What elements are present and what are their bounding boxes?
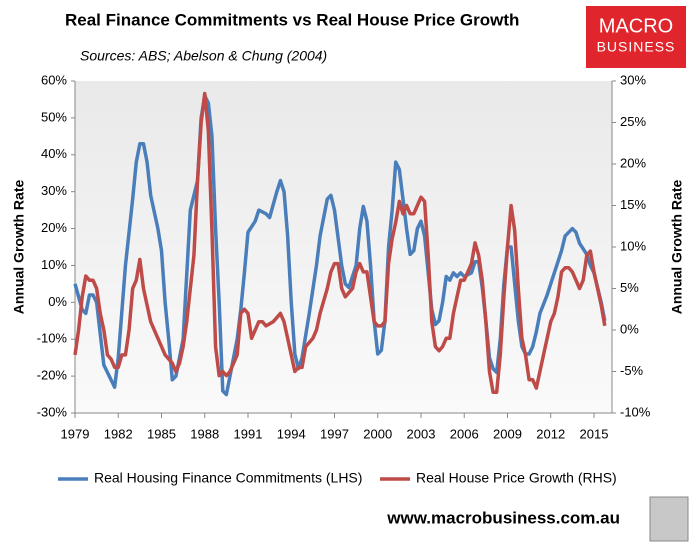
- y2-tick-label: 0%: [620, 321, 639, 336]
- x-tick-label: 2015: [580, 426, 609, 441]
- y-tick-label: -30%: [37, 404, 68, 419]
- y2-tick-label: 10%: [620, 238, 646, 253]
- y-tick-label: 40%: [41, 146, 67, 161]
- y2-axis-title: Annual Growth Rate: [669, 180, 685, 315]
- logo-icon: [649, 496, 689, 542]
- y2-tick-label: -10%: [620, 404, 651, 419]
- logo-box: [586, 6, 686, 68]
- plot-area: [75, 81, 612, 413]
- x-tick-label: 1994: [277, 426, 306, 441]
- y-tick-label: 50%: [41, 109, 67, 124]
- footer-url: www.macrobusiness.com.au: [386, 508, 620, 527]
- x-tick-label: 1979: [61, 426, 90, 441]
- legend-label: Real Housing Finance Commitments (LHS): [94, 470, 362, 486]
- x-tick-label: 2000: [363, 426, 392, 441]
- x-tick-label: 2003: [407, 426, 436, 441]
- y2-tick-label: 20%: [620, 155, 646, 170]
- x-tick-label: 1991: [234, 426, 263, 441]
- y-tick-label: 20%: [41, 220, 67, 235]
- series-line: [73, 91, 607, 394]
- y-tick-label: 10%: [41, 257, 67, 272]
- y-tick-label: -20%: [37, 368, 68, 383]
- y-axis-title: Annual Growth Rate: [11, 180, 27, 315]
- y-tick-label: 60%: [41, 72, 67, 87]
- y2-tick-label: 5%: [620, 280, 639, 295]
- chart-subtitle: Sources: ABS; Abelson & Chung (2004): [80, 48, 327, 64]
- x-tick-label: 1982: [104, 426, 133, 441]
- logo-text: MACRO: [599, 15, 673, 37]
- x-tick-label: 2012: [536, 426, 565, 441]
- y-tick-label: 30%: [41, 183, 67, 198]
- y2-tick-label: 25%: [620, 114, 646, 129]
- logo-text: BUSINESS: [597, 39, 676, 55]
- y2-tick-label: 30%: [620, 72, 646, 87]
- x-tick-label: 1985: [147, 426, 176, 441]
- legend-label: Real House Price Growth (RHS): [416, 470, 617, 486]
- y-tick-label: 0%: [48, 294, 67, 309]
- chart-title: Real Finance Commitments vs Real House P…: [65, 10, 519, 29]
- x-tick-label: 2006: [450, 426, 479, 441]
- y-tick-label: -10%: [37, 331, 68, 346]
- x-tick-label: 2009: [493, 426, 522, 441]
- y2-tick-label: 15%: [620, 197, 646, 212]
- x-tick-label: 1997: [320, 426, 349, 441]
- x-tick-label: 1988: [190, 426, 219, 441]
- y2-tick-label: -5%: [620, 363, 644, 378]
